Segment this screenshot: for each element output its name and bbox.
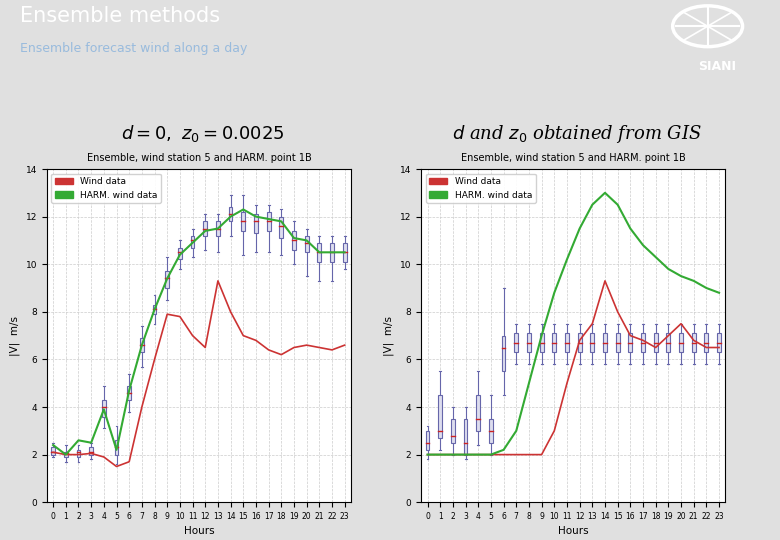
Bar <box>115 440 119 455</box>
Text: $d = 0,\ z_0 = 0.0025$: $d = 0,\ z_0 = 0.0025$ <box>121 124 285 144</box>
Text: SIANI: SIANI <box>699 60 736 73</box>
Bar <box>342 243 346 262</box>
Bar <box>292 231 296 250</box>
Legend: Wind data, HARM. wind data: Wind data, HARM. wind data <box>426 173 536 203</box>
Bar <box>717 333 721 352</box>
Y-axis label: |V|  m/s: |V| m/s <box>384 315 395 356</box>
Bar <box>666 333 670 352</box>
Bar <box>51 448 55 455</box>
Bar <box>254 214 258 233</box>
Bar <box>76 450 80 457</box>
Bar <box>241 212 245 231</box>
Bar <box>489 419 493 443</box>
Bar <box>704 333 708 352</box>
Bar <box>317 243 321 262</box>
Legend: Wind data, HARM. wind data: Wind data, HARM. wind data <box>51 173 161 203</box>
Bar <box>514 333 518 352</box>
Bar <box>153 305 157 314</box>
Bar <box>267 212 271 231</box>
Bar <box>629 333 633 352</box>
Bar <box>127 386 131 400</box>
Bar <box>692 333 696 352</box>
Bar <box>140 338 144 352</box>
Bar <box>279 217 283 238</box>
X-axis label: Hours: Hours <box>183 526 214 536</box>
X-axis label: Hours: Hours <box>558 526 589 536</box>
Bar <box>178 247 182 259</box>
Bar <box>102 400 106 416</box>
Bar <box>654 333 658 352</box>
Bar <box>229 207 232 221</box>
Bar <box>64 452 68 457</box>
Bar <box>204 221 207 235</box>
Bar <box>305 235 309 252</box>
Bar <box>552 333 556 352</box>
Title: Ensemble, wind station 5 and HARM. point 1B: Ensemble, wind station 5 and HARM. point… <box>461 153 686 163</box>
Bar <box>540 333 544 352</box>
Bar <box>679 333 683 352</box>
Text: Ensemble methods: Ensemble methods <box>20 6 220 26</box>
Bar <box>190 235 194 247</box>
Text: $d$ and $z_0$ obtained from GIS: $d$ and $z_0$ obtained from GIS <box>452 123 702 145</box>
Bar <box>641 333 645 352</box>
Bar <box>89 448 93 455</box>
Title: Ensemble, wind station 5 and HARM. point 1B: Ensemble, wind station 5 and HARM. point… <box>87 153 311 163</box>
Bar <box>565 333 569 352</box>
Text: Ensemble forecast wind along a day: Ensemble forecast wind along a day <box>20 43 247 56</box>
Bar <box>477 395 480 431</box>
Bar <box>216 221 220 235</box>
Bar <box>451 419 455 443</box>
Bar <box>527 333 531 352</box>
Bar <box>578 333 582 352</box>
Bar <box>590 333 594 352</box>
Bar <box>603 333 607 352</box>
Bar <box>615 333 619 352</box>
Bar <box>502 335 505 372</box>
Bar <box>330 243 334 262</box>
Bar <box>463 419 467 455</box>
Bar <box>438 395 442 438</box>
Y-axis label: |V|  m/s: |V| m/s <box>9 315 20 356</box>
Bar <box>165 272 169 288</box>
Bar <box>426 431 430 450</box>
